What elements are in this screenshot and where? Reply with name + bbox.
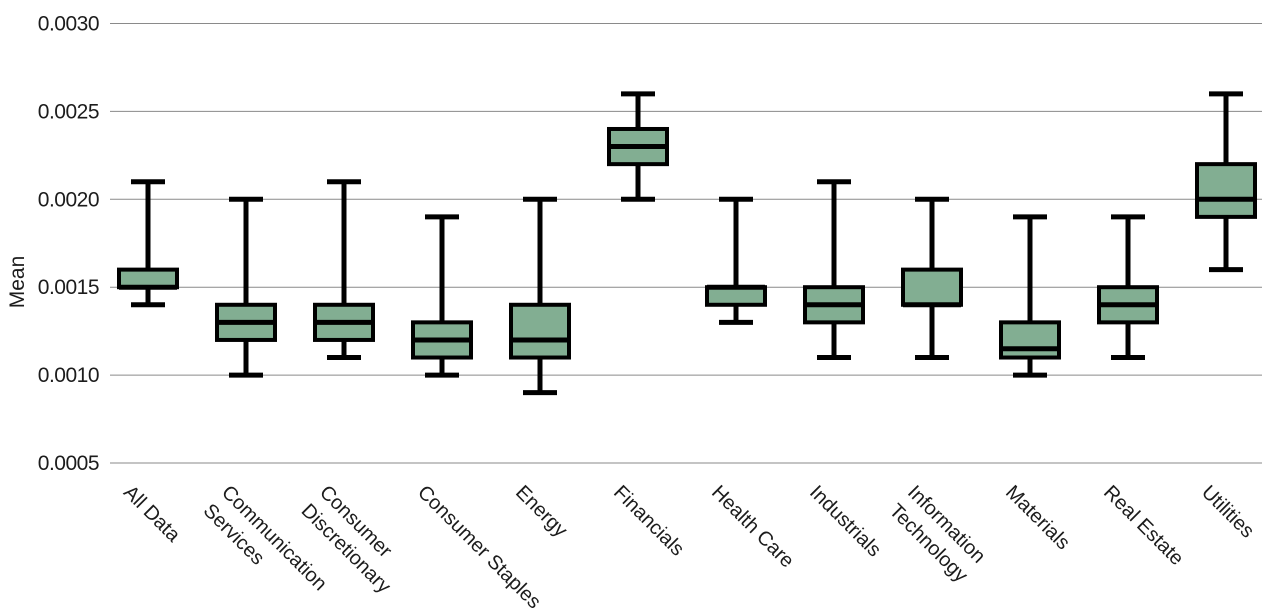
box-consumer-discretionary [313, 179, 375, 361]
x-tick-label: Energy [511, 481, 571, 541]
box-financials [607, 91, 669, 202]
box-consumer-staples [411, 214, 473, 378]
iqr-box [901, 267, 963, 307]
x-tick-label: InformationTechnology [885, 481, 990, 586]
x-tick-label: Real Estate [1099, 481, 1188, 570]
boxes [117, 91, 1257, 396]
y-tick-labels: 0.0005 0.0010 0.0015 0.0020 0.0025 0.0030 [38, 13, 100, 476]
x-tick-label: Financials [609, 481, 688, 560]
iqr-box [509, 302, 571, 360]
box-all-data [117, 179, 179, 308]
box-materials [999, 214, 1061, 378]
x-tick-label: Health Care [707, 481, 798, 572]
x-tick-label: Materials [1001, 481, 1074, 554]
y-tick-label: 0.0005 [38, 452, 99, 475]
iqr-box [999, 320, 1061, 360]
x-tick-label: Industrials [805, 481, 885, 561]
box-utilities [1195, 91, 1257, 273]
x-tick-label: All Data [119, 481, 185, 547]
box-industrials [803, 179, 865, 361]
box-communication-services [215, 196, 277, 378]
y-axis-title: Mean [6, 255, 29, 309]
y-tick-label: 0.0015 [38, 276, 99, 299]
iqr-box [117, 267, 179, 290]
gridlines [110, 23, 1262, 464]
box-energy [509, 196, 571, 396]
y-tick-label: 0.0020 [38, 188, 99, 211]
iqr-box [1195, 162, 1257, 219]
box-real-estate [1097, 214, 1159, 361]
y-tick-label: 0.0030 [38, 13, 99, 36]
box-health-care [705, 196, 767, 325]
y-tick-label: 0.0025 [38, 100, 99, 123]
box-information-technology [901, 196, 963, 361]
y-tick-label: 0.0010 [38, 364, 99, 387]
x-tick-labels: All Data CommunicationServices ConsumerDis… [119, 481, 1258, 609]
iqr-box [705, 285, 767, 307]
x-tick-label: Utilities [1197, 481, 1258, 542]
